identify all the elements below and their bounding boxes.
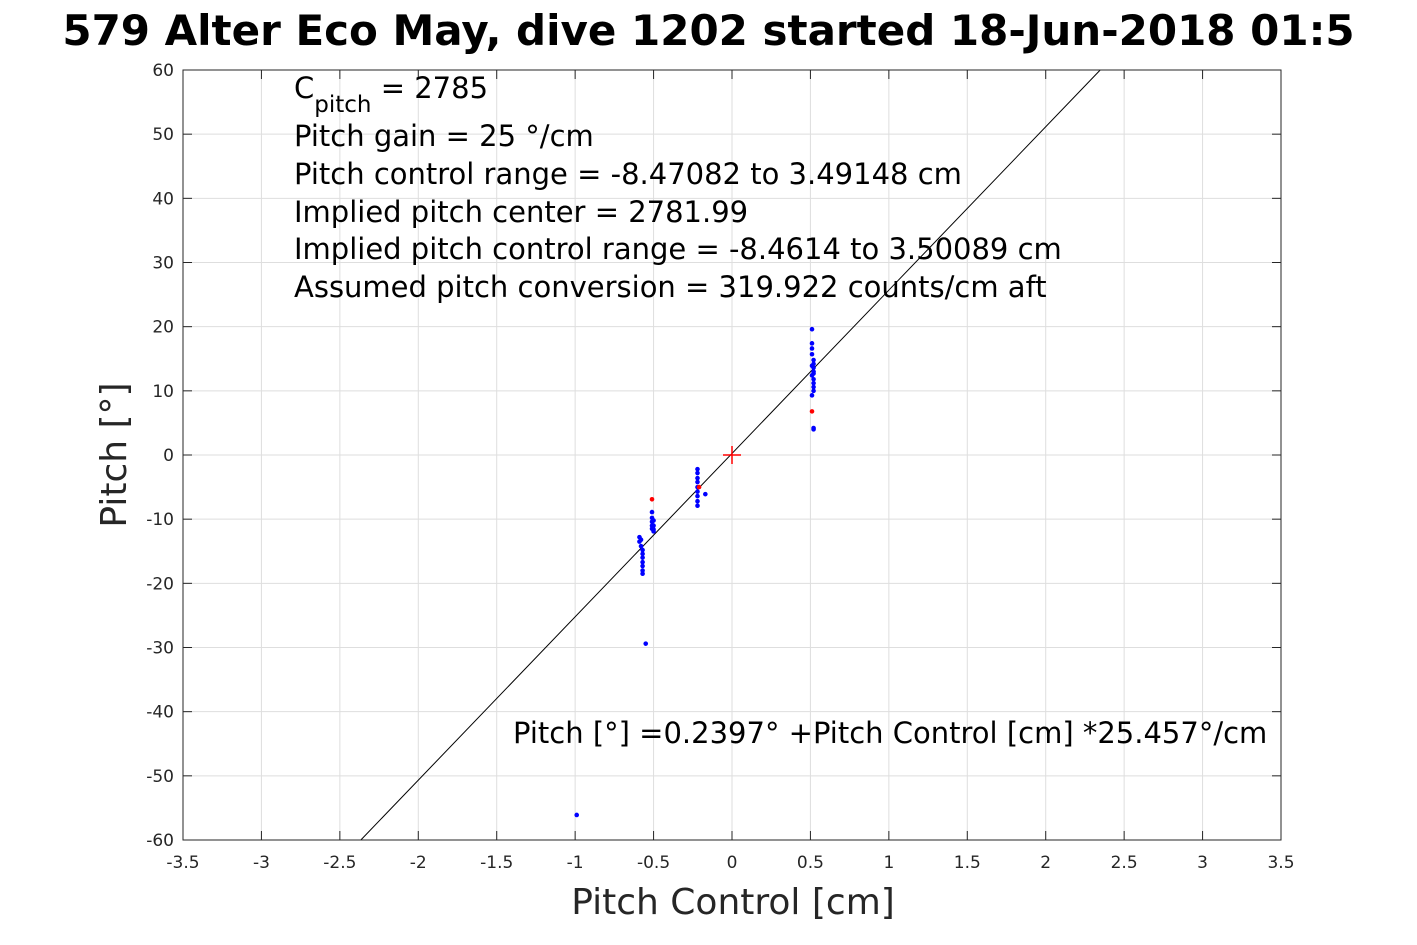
x-tick-label: -3 [253, 853, 270, 873]
data-point [809, 363, 815, 369]
y-axis-label: Pitch [°] [94, 382, 135, 527]
y-tick-label: 10 [152, 382, 174, 402]
data-point [809, 393, 815, 398]
y-tick-label: -30 [146, 639, 174, 659]
data-point [649, 496, 655, 502]
annotation-fit-equation: Pitch [°] =0.2397° +Pitch Control [cm] *… [513, 716, 1267, 750]
data-point [695, 493, 700, 499]
tick-labels: -3.5 -3 -2.5 -2 -1.5 -1 -0.5 0 0.5 1 1.5 2 2.5 3 3.5 60… [146, 61, 1294, 873]
x-tick-label: -2.5 [323, 853, 356, 873]
x-tick-label: 1 [883, 853, 894, 873]
annotation-implied-center: Implied pitch center = 2781.99 [294, 195, 748, 229]
c-pitch-symbol: C [294, 71, 314, 105]
data-point [695, 498, 700, 504]
data-point [640, 559, 645, 565]
data-point [638, 543, 644, 549]
y-tick-label: -60 [146, 831, 174, 851]
y-tick-label: -20 [146, 574, 174, 594]
x-tick-label: -0.5 [637, 853, 670, 873]
x-tick-label: 0.5 [797, 853, 824, 873]
data-point [703, 491, 708, 497]
y-tick-label: 50 [152, 125, 174, 145]
axis-ticks [182, 69, 1282, 841]
data-point [811, 376, 816, 382]
x-tick-label: -3.5 [166, 853, 199, 873]
data-point [811, 388, 816, 394]
data-point [809, 326, 815, 332]
data-point [640, 571, 645, 577]
data-point [695, 470, 700, 476]
data-point [809, 346, 815, 351]
data-point [640, 568, 645, 573]
data-point [640, 547, 645, 553]
x-tick-label: 3 [1197, 853, 1208, 873]
data-point [651, 523, 656, 528]
data-point [695, 475, 700, 481]
center-marker-layer [723, 446, 741, 464]
data-points [574, 326, 816, 818]
chart-title: 579 Alter Eco May, dive 1202 started 18-… [62, 6, 1355, 55]
data-point [696, 484, 702, 490]
data-point [640, 555, 645, 560]
x-tick-label: -1.5 [480, 853, 513, 873]
annotation-c-pitch: Cpitch = 2785 [294, 71, 488, 118]
y-tick-label: -50 [146, 767, 174, 787]
data-point [809, 351, 815, 357]
y-tick-label: 30 [152, 254, 174, 274]
data-point [640, 563, 645, 569]
c-pitch-subscript: pitch [314, 92, 371, 118]
data-point [695, 479, 700, 485]
y-tick-label: -10 [146, 510, 174, 530]
x-tick-label: -2 [410, 853, 427, 873]
x-tick-label: -1 [567, 853, 584, 873]
data-point [574, 812, 580, 818]
data-point [695, 466, 700, 472]
data-point [695, 503, 700, 508]
x-axis-label: Pitch Control [cm] [571, 882, 895, 923]
x-tick-label: 1.5 [954, 853, 981, 873]
x-tick-label: 2 [1040, 853, 1051, 873]
y-tick-label: 20 [152, 318, 174, 338]
data-point [695, 489, 700, 494]
data-point [811, 371, 816, 376]
data-point [649, 509, 655, 515]
data-point [809, 341, 815, 346]
y-tick-label: 60 [152, 61, 174, 81]
annotation-conversion: Assumed pitch conversion = 319.922 count… [294, 270, 1047, 304]
data-point [809, 409, 815, 414]
annotation-pitch-gain: Pitch gain = 25 °/cm [294, 119, 594, 153]
data-point [638, 537, 644, 542]
y-tick-label: 40 [152, 189, 174, 209]
y-tick-label: -40 [146, 703, 174, 723]
x-tick-label: 0 [727, 853, 738, 873]
data-point [811, 384, 816, 390]
data-point [651, 529, 656, 534]
data-point [811, 380, 816, 386]
data-point [811, 427, 816, 432]
annotation-control-range: Pitch control range = -8.47082 to 3.4914… [294, 157, 962, 191]
data-point [811, 357, 816, 363]
c-pitch-value: = 2785 [371, 71, 488, 105]
data-point [651, 518, 656, 523]
x-tick-label: 3.5 [1267, 853, 1294, 873]
data-point [643, 641, 649, 646]
annotation-implied-range: Implied pitch control range = -8.4614 to… [294, 232, 1062, 266]
x-tick-label: 2.5 [1111, 853, 1138, 873]
y-tick-label: 0 [163, 446, 174, 466]
data-point [640, 551, 645, 557]
